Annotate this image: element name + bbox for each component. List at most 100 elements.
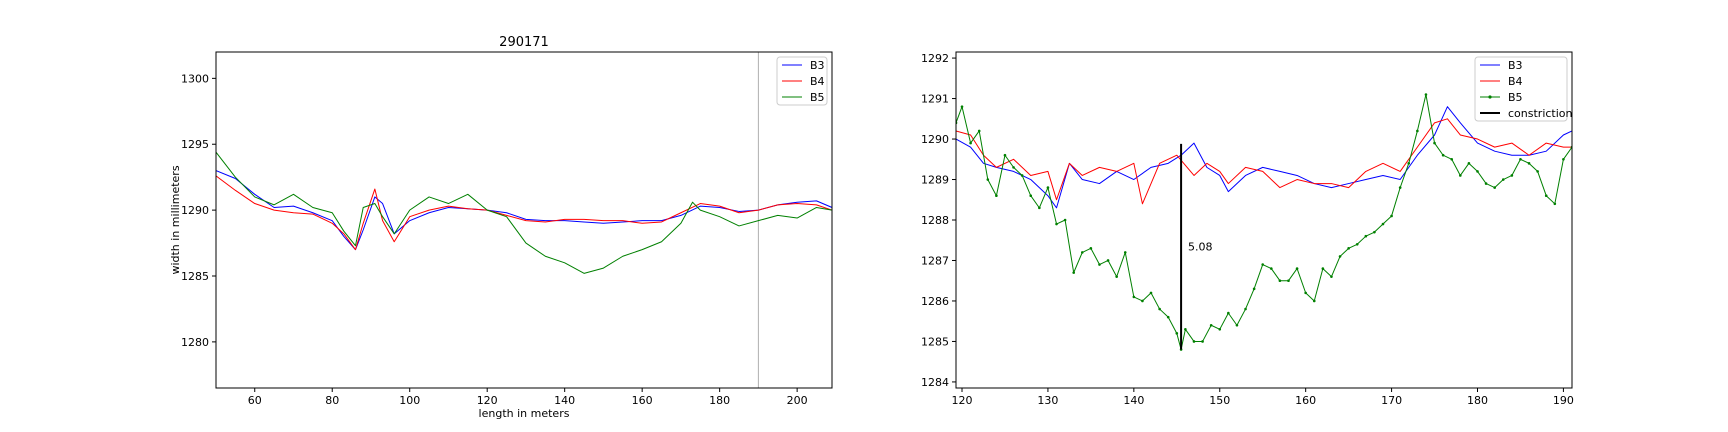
right-legend-label-constriction: constriction xyxy=(1508,107,1573,120)
right-series-b5-point xyxy=(1115,275,1118,278)
right-series-b5-point xyxy=(1381,222,1385,226)
right-legend-box xyxy=(1474,56,1568,122)
left-y-tick-label: 1285 xyxy=(181,270,209,283)
right-legend-label-b4: B4 xyxy=(1508,75,1523,88)
right-series-b5-point xyxy=(1527,162,1531,165)
right-series-b5-point xyxy=(1459,174,1462,177)
right-series-b5-point xyxy=(1123,251,1127,254)
right-series-b5-point xyxy=(1209,323,1213,327)
left-x-axis-label: length in meters xyxy=(479,407,570,420)
right-y-tick-label: 1286 xyxy=(921,295,949,308)
right-series-b5 xyxy=(956,94,1572,351)
right-legend-label-b5: B5 xyxy=(1508,91,1523,104)
right-x-tick-label: 150 xyxy=(1209,394,1230,407)
right-series-b5-point xyxy=(1536,170,1539,173)
right-legend: B3 B4 B5 constriction xyxy=(1474,56,1573,122)
right-series-b5-point xyxy=(1244,307,1247,311)
right-series-b5-point xyxy=(1270,267,1273,270)
right-series-b5-point xyxy=(1544,194,1548,198)
right-series-b5-point xyxy=(1407,162,1411,165)
right-series-b5-point xyxy=(1278,279,1282,283)
left-legend-entry-b5: B5 xyxy=(782,91,825,104)
right-series-b5-point xyxy=(1398,186,1402,189)
right-x-tick-label: 140 xyxy=(1123,394,1144,407)
left-x-tick-label: 60 xyxy=(248,394,262,407)
right-series-b5-point xyxy=(1450,157,1454,161)
right-y-tick-label: 1288 xyxy=(921,214,949,227)
left-legend: B3 B4 B5 xyxy=(776,56,828,106)
right-y-tick-label: 1287 xyxy=(921,254,949,267)
right-x-tick-label: 120 xyxy=(952,394,973,407)
left-series-b5 xyxy=(216,151,832,274)
right-series-b5-point xyxy=(1003,153,1007,157)
right-series-b5-point xyxy=(1141,299,1144,303)
left-legend-entry-b4: B4 xyxy=(782,75,825,88)
left-x-tick-label: 120 xyxy=(477,394,498,407)
right-series-b5-point xyxy=(1227,311,1230,315)
right-series-b5-point xyxy=(1252,287,1256,291)
right-series-b5-point xyxy=(1373,230,1376,234)
right-series-b5-point xyxy=(1347,247,1350,250)
right-series-b5-point xyxy=(1072,271,1075,274)
left-series-layer xyxy=(216,52,832,388)
right-series-b5-point xyxy=(1235,323,1239,327)
right-plot-frame xyxy=(955,51,1573,389)
right-series-b3 xyxy=(956,106,1572,209)
right-series-b5-point xyxy=(1192,340,1196,343)
right-y-tick-label: 1290 xyxy=(921,133,949,146)
right-legend-marker-b5 xyxy=(1488,95,1492,99)
right-series-b5-point xyxy=(1080,251,1084,254)
right-legend-entry-constriction: constriction xyxy=(1480,107,1573,120)
right-series-b5-point xyxy=(1330,275,1333,278)
right-series-b5-point xyxy=(1201,340,1204,343)
right-series-b5-point xyxy=(1519,157,1522,161)
right-plot-area xyxy=(956,52,1572,388)
right-legend-entry-b5: B5 xyxy=(1480,91,1523,104)
right-series-b4 xyxy=(956,118,1572,205)
right-series-b5-point xyxy=(1295,267,1299,270)
right-series-layer xyxy=(956,93,1572,351)
right-x-tick-label: 180 xyxy=(1467,394,1488,407)
left-y-tick-label: 1295 xyxy=(181,138,209,151)
right-series-b5-point xyxy=(1158,307,1161,311)
right-series-b5-point xyxy=(1390,214,1393,218)
right-x-tick-label: 130 xyxy=(1037,394,1058,407)
right-series-b5-point xyxy=(1287,279,1290,283)
right-series-b5-point xyxy=(1312,299,1316,303)
right-series-b5-point xyxy=(1304,291,1307,295)
right-series-b5-point xyxy=(1106,259,1110,262)
right-series-b5-point xyxy=(1416,129,1419,133)
right-series-b5-point xyxy=(1321,267,1325,270)
left-y-tick-label: 1290 xyxy=(181,204,209,217)
right-series-b5-point xyxy=(1098,263,1101,266)
right-series-b5-point xyxy=(1553,202,1557,206)
right-series-b5-point xyxy=(986,178,990,181)
right-legend-entry-b3: B3 xyxy=(1480,59,1523,72)
left-legend-entry-b3: B3 xyxy=(782,59,825,72)
right-series-b5-point xyxy=(1476,170,1479,173)
right-y-tick-label: 1284 xyxy=(921,376,949,389)
right-legend-entry-b4: B4 xyxy=(1480,75,1523,88)
right-series-b5-point xyxy=(1055,222,1058,226)
right-series-b5-point xyxy=(1166,315,1170,319)
right-series-b5-point xyxy=(1149,291,1153,295)
left-chart-title: 290171 xyxy=(499,35,549,50)
left-plot-frame xyxy=(215,51,833,389)
right-x-tick-label: 170 xyxy=(1381,394,1402,407)
constriction-value-annotation: 5.08 xyxy=(1188,240,1213,253)
right-x-tick-label: 160 xyxy=(1295,394,1316,407)
right-series-b5-point xyxy=(1501,178,1505,181)
left-legend-label-b3: B3 xyxy=(810,59,825,72)
right-legend-label-b3: B3 xyxy=(1508,59,1523,72)
right-series-b5-point xyxy=(1038,206,1041,210)
left-legend-label-b5: B5 xyxy=(810,91,825,104)
right-series-b5-point xyxy=(995,194,998,198)
right-y-tick-label: 1289 xyxy=(921,174,949,187)
left-series-b4 xyxy=(216,175,832,251)
right-ticks-layer: 120 130 140 150 160 170 180 190 1284 1285 1286 1287… xyxy=(921,52,1574,407)
right-series-b5-point xyxy=(1484,182,1488,185)
left-legend-label-b4: B4 xyxy=(810,75,825,88)
right-y-tick-label: 1285 xyxy=(921,335,949,348)
right-series-b5-point xyxy=(1184,328,1187,331)
